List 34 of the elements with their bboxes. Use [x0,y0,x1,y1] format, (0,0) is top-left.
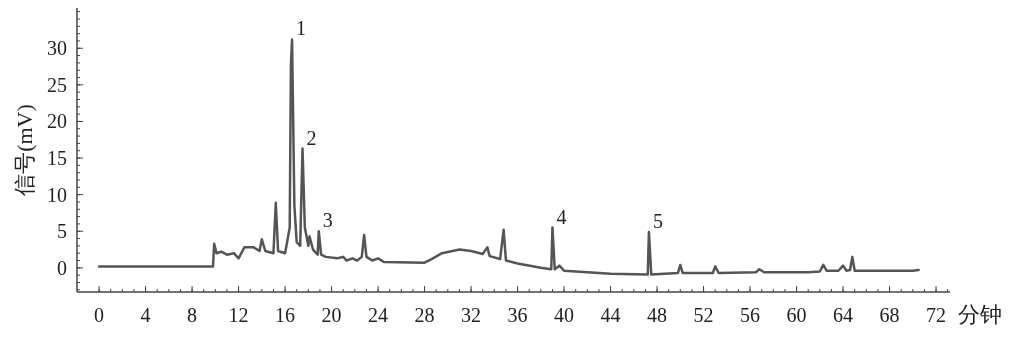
x-tick-label: 4 [140,304,151,326]
x-tick-label: 16 [275,304,296,326]
y-axis-title: 信号(mV) [12,104,37,196]
line-series [97,38,920,276]
y-tick-label: 5 [57,220,67,243]
y-tick-label: 30 [47,37,67,60]
x-tick-label: 48 [647,304,668,326]
y-tick-label: 20 [47,110,67,133]
annotation: 5 [652,209,663,232]
x-tick-label: 20 [321,304,342,326]
x-tick-label: 60 [786,304,807,326]
x-tick-label: 44 [600,304,621,326]
annotation: 4 [556,205,567,228]
x-tick-label: 72 [926,304,947,326]
annotation: 2 [306,126,317,149]
x-axis-title: 分钟 [958,302,1002,327]
x-tick-label: 40 [554,304,575,326]
x-tick-label: 0 [94,304,105,326]
x-tick-label: 64 [833,304,854,326]
x-tick-label: 68 [879,304,900,326]
x-tick-label: 28 [414,304,435,326]
annotation: 3 [322,209,333,232]
y-tick-label: 25 [47,73,67,96]
x-tick-label: 32 [461,304,482,326]
x-tick-label: 8 [187,304,198,326]
y-tick-label: 0 [57,256,67,279]
annotation: 1 [296,17,307,40]
x-tick-label: 52 [693,304,714,326]
y-tick-label: 10 [47,183,67,206]
y-tick-label: 15 [47,147,67,170]
x-tick-label: 36 [507,304,528,326]
x-tick-label: 12 [228,304,249,326]
x-tick-label: 24 [368,304,389,326]
x-tick-label: 56 [740,304,761,326]
